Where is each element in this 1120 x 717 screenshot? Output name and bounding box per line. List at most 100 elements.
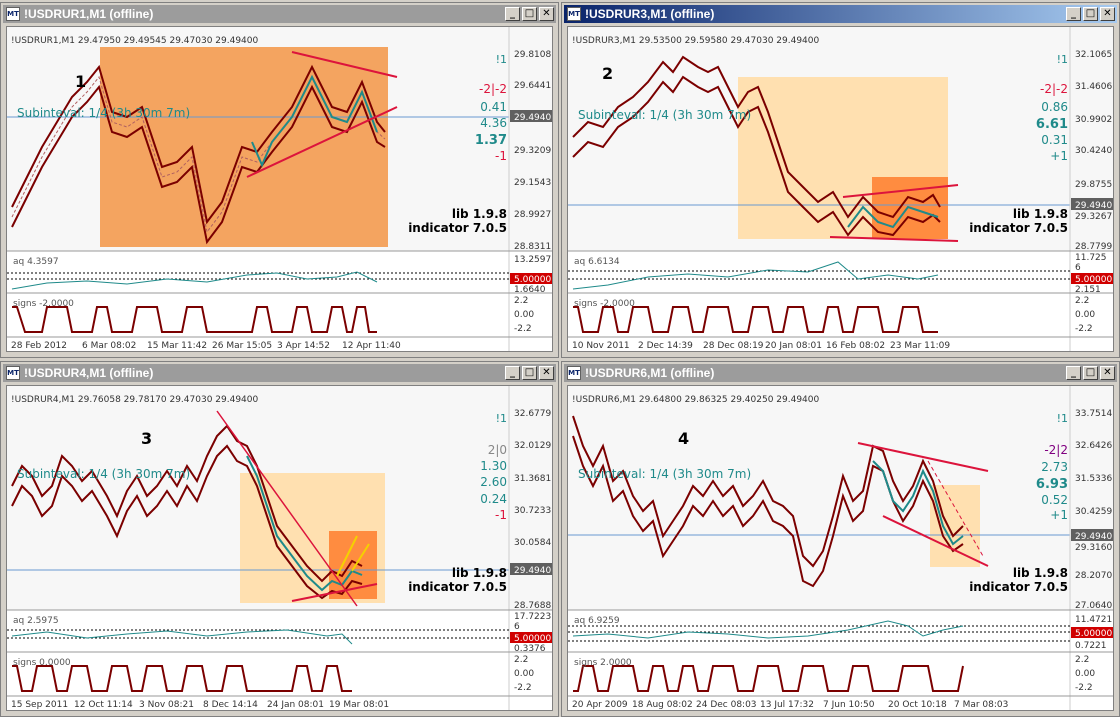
minimize-button[interactable]: _ bbox=[505, 366, 520, 380]
time-axis-label: 2 Dec 14:39 bbox=[638, 341, 693, 351]
yellow-trend-line[interactable] bbox=[351, 543, 370, 572]
chart-svg[interactable]: !USDRUR1,M1 29.47950 29.49545 29.47030 2… bbox=[7, 27, 553, 352]
chart-area[interactable]: !USDRUR1,M1 29.47950 29.49545 29.47030 2… bbox=[6, 26, 553, 352]
price-lower-band bbox=[11, 444, 363, 600]
signs-axis-label: -2.2 bbox=[514, 324, 532, 334]
chart-header: !USDRUR4,M1 29.76058 29.78170 29.47030 2… bbox=[11, 395, 259, 405]
maximize-button[interactable]: □ bbox=[522, 366, 537, 380]
time-axis-label: 28 Feb 2012 bbox=[11, 341, 67, 351]
aq-axis-label: 6 bbox=[514, 622, 520, 632]
price-axis-label: 33.7514 bbox=[1075, 409, 1112, 419]
chart-area[interactable]: !USDRUR3,M1 29.53500 29.59580 29.47030 2… bbox=[567, 26, 1114, 352]
trend-line-dashed[interactable] bbox=[927, 460, 984, 557]
price-axis-label: 31.3681 bbox=[514, 474, 551, 484]
price-axis-label: 27.0640 bbox=[1075, 601, 1112, 611]
info-value: !1 bbox=[496, 412, 507, 425]
minimize-button[interactable]: _ bbox=[1066, 7, 1081, 21]
chart-svg[interactable]: !USDRUR3,M1 29.53500 29.59580 29.47030 2… bbox=[568, 27, 1114, 352]
time-axis-label: 19 Mar 08:01 bbox=[329, 700, 389, 710]
price-axis-label: 30.9902 bbox=[1075, 115, 1112, 125]
price-axis-label: 32.0129 bbox=[514, 441, 551, 451]
chart-window-usdrur3[interactable]: MT !USDRUR3,M1 (offline) _ □ ✕ !USDRUR3,… bbox=[561, 2, 1120, 358]
time-axis-label: 3 Nov 08:21 bbox=[139, 700, 194, 710]
time-axis-label: 15 Sep 2011 bbox=[11, 700, 68, 710]
time-axis-label: 28 Dec 08:19 bbox=[703, 341, 764, 351]
lib-version: lib 1.9.8 bbox=[452, 566, 507, 580]
yellow-trend-line[interactable] bbox=[336, 535, 358, 577]
time-axis-label: 16 Feb 08:02 bbox=[826, 341, 885, 351]
time-axis-label: 8 Dec 14:14 bbox=[203, 700, 258, 710]
time-axis-label: 18 Aug 08:02 bbox=[632, 700, 693, 710]
info-value: 0.24 bbox=[480, 492, 507, 506]
aq-axis-label: 11.725 bbox=[1075, 253, 1107, 263]
chart-area[interactable]: !USDRUR6,M1 29.64800 29.86325 29.40250 2… bbox=[567, 385, 1114, 711]
trend-line-upper[interactable] bbox=[857, 442, 989, 472]
chart-svg[interactable]: !USDRUR6,M1 29.64800 29.86325 29.40250 2… bbox=[568, 386, 1114, 711]
info-value: 0.41 bbox=[480, 100, 507, 114]
close-button[interactable]: ✕ bbox=[539, 7, 554, 21]
chart-window-usdrur1[interactable]: MT !USDRUR1,M1 (offline) _ □ ✕ !USDRUR1,… bbox=[0, 2, 559, 358]
info-value: !1 bbox=[496, 53, 507, 66]
close-button[interactable]: ✕ bbox=[1100, 7, 1115, 21]
close-button[interactable]: ✕ bbox=[1100, 366, 1115, 380]
time-axis-label: 12 Oct 11:14 bbox=[74, 700, 133, 710]
price-upper-band bbox=[572, 55, 941, 219]
signs-axis-label: 0.00 bbox=[1075, 310, 1095, 320]
aq-line bbox=[11, 271, 378, 290]
info-value: -1 bbox=[495, 149, 507, 163]
trend-line-lower[interactable] bbox=[291, 583, 378, 602]
chart-svg[interactable]: !USDRUR4,M1 29.76058 29.78170 29.47030 2… bbox=[7, 386, 553, 711]
price-axis-label: 30.4259 bbox=[1075, 507, 1112, 517]
chart-area[interactable]: !USDRUR4,M1 29.76058 29.78170 29.47030 2… bbox=[6, 385, 553, 711]
window-titlebar[interactable]: MT !USDRUR4,M1 (offline) _ □ ✕ bbox=[3, 364, 556, 382]
chart-window-usdrur4[interactable]: MT !USDRUR4,M1 (offline) _ □ ✕ !USDRUR4,… bbox=[0, 361, 559, 717]
current-price-label: 29.4940 bbox=[514, 113, 551, 123]
trend-line-upper[interactable] bbox=[842, 184, 959, 198]
info-value: 0.86 bbox=[1041, 100, 1068, 114]
info-value: -1 bbox=[495, 508, 507, 522]
aq-level-label: 5.00000 bbox=[514, 275, 551, 285]
aq-axis-label: 0.7221 bbox=[1075, 641, 1107, 651]
signs-line bbox=[12, 665, 352, 692]
price-axis-label: 29.3160 bbox=[1075, 543, 1112, 553]
ma-line bbox=[251, 74, 378, 168]
ma-line bbox=[847, 205, 939, 229]
window-title: !USDRUR6,M1 (offline) bbox=[585, 366, 715, 380]
info-value: !1 bbox=[1057, 412, 1068, 425]
window-titlebar[interactable]: MT !USDRUR6,M1 (offline) _ □ ✕ bbox=[564, 364, 1117, 382]
signs-line bbox=[573, 306, 938, 333]
info-value: 2.60 bbox=[480, 475, 507, 489]
info-value: 0.52 bbox=[1041, 493, 1068, 507]
trend-line-lower[interactable] bbox=[246, 106, 398, 178]
price-axis-label: 29.8108 bbox=[514, 50, 551, 60]
info-value: 0.31 bbox=[1041, 133, 1068, 147]
minimize-button[interactable]: _ bbox=[1066, 366, 1081, 380]
price-axis-label: 32.1065 bbox=[1075, 50, 1112, 60]
time-axis-label: 13 Jul 17:32 bbox=[760, 700, 814, 710]
price-axis-label: 28.7799 bbox=[1075, 242, 1112, 252]
trend-line-upper[interactable] bbox=[291, 51, 398, 78]
trend-line-steep[interactable] bbox=[216, 410, 358, 607]
trend-line-lower[interactable] bbox=[829, 236, 959, 242]
time-axis-label: 24 Jan 08:01 bbox=[267, 700, 324, 710]
maximize-button[interactable]: □ bbox=[522, 7, 537, 21]
trend-line-lower[interactable] bbox=[882, 515, 989, 567]
price-axis-label: 31.4606 bbox=[1075, 82, 1112, 92]
aq-line bbox=[572, 620, 964, 639]
price-axis-label: 29.6441 bbox=[514, 81, 551, 91]
window-titlebar[interactable]: MT !USDRUR1,M1 (offline) _ □ ✕ bbox=[3, 5, 556, 23]
price-lower-band bbox=[11, 84, 386, 245]
window-titlebar[interactable]: MT !USDRUR3,M1 (offline) _ □ ✕ bbox=[564, 5, 1117, 23]
info-value: 1.30 bbox=[480, 459, 507, 473]
minimize-button[interactable]: _ bbox=[505, 7, 520, 21]
info-value: -2|2 bbox=[1044, 443, 1068, 457]
close-button[interactable]: ✕ bbox=[539, 366, 554, 380]
aq-axis-label: 2.151 bbox=[1075, 285, 1101, 295]
time-axis-label: 23 Mar 11:09 bbox=[890, 341, 950, 351]
maximize-button[interactable]: □ bbox=[1083, 7, 1098, 21]
chart-number-label: 4 bbox=[678, 429, 689, 448]
chart-window-usdrur6[interactable]: MT !USDRUR6,M1 (offline) _ □ ✕ !USDRUR6,… bbox=[561, 361, 1120, 717]
current-price-label: 29.4940 bbox=[1075, 532, 1112, 542]
maximize-button[interactable]: □ bbox=[1083, 366, 1098, 380]
signs-axis-label: -2.2 bbox=[1075, 324, 1093, 334]
